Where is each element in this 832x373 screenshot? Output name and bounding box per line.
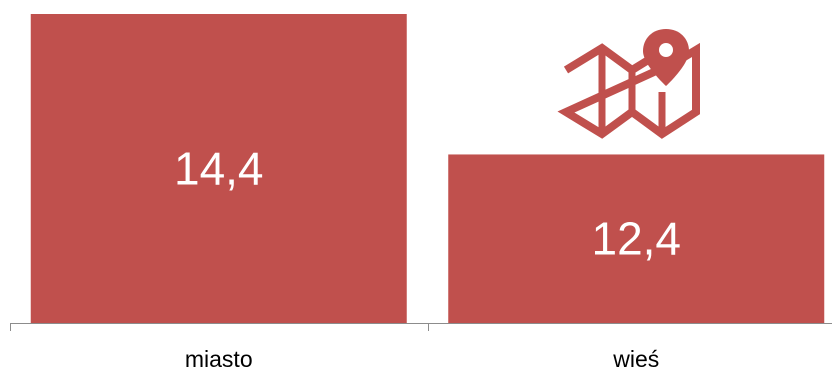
bar-0 [30, 14, 407, 323]
category-label-1: wieś [612, 346, 659, 372]
x-axis [10, 323, 832, 331]
labels-layer: 14,4 miasto 12,4 wieś [174, 143, 681, 373]
bar-1 [448, 154, 825, 323]
bar-value-label-0: 14,4 [174, 143, 264, 195]
bar-value-label-1: 12,4 [591, 213, 681, 265]
map-icon [557, 29, 700, 139]
category-label-0: miasto [185, 346, 253, 372]
bars-layer [30, 14, 825, 323]
